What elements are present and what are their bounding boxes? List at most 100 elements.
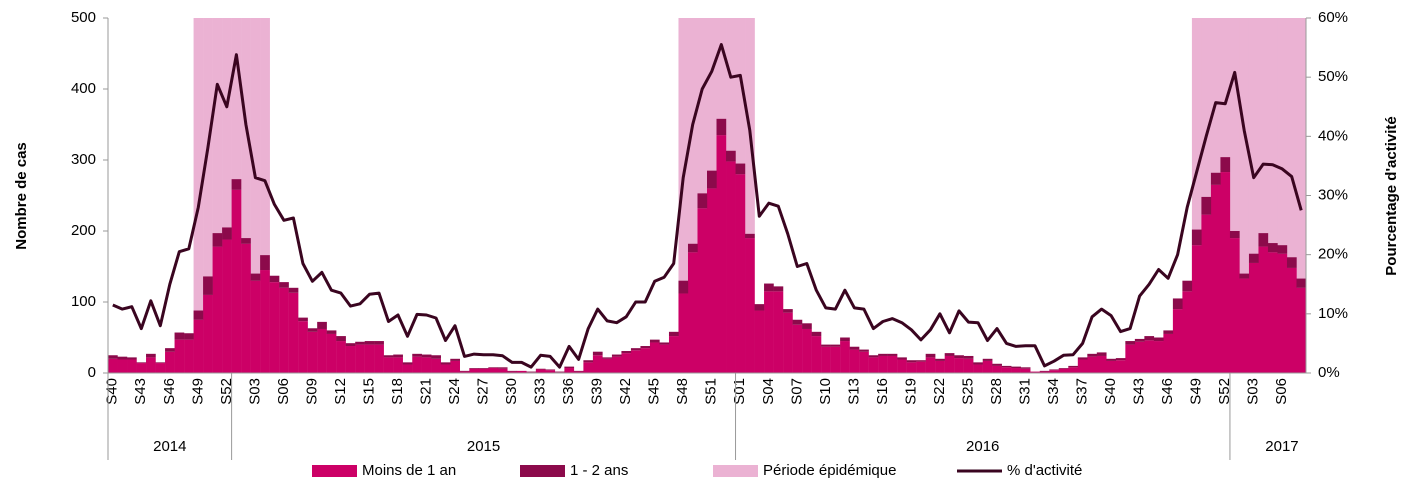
x-tick-label: S27 bbox=[475, 378, 492, 405]
bar-segment bbox=[393, 354, 403, 358]
bar-segment bbox=[1125, 344, 1136, 373]
bar-segment bbox=[1248, 262, 1259, 373]
bar-segment bbox=[944, 353, 955, 356]
bar-segment bbox=[497, 367, 508, 369]
bar-segment bbox=[383, 357, 394, 373]
bar-segment bbox=[1106, 358, 1117, 361]
y2-tick-label: 30% bbox=[1318, 186, 1348, 203]
x-tick-label: S30 bbox=[503, 378, 520, 405]
epidemic-band bbox=[1286, 18, 1297, 373]
x-tick-label: S40 bbox=[104, 378, 121, 405]
bar-segment bbox=[545, 370, 556, 373]
bar-segment bbox=[165, 348, 175, 352]
bar-segment bbox=[174, 332, 185, 340]
bar-segment bbox=[573, 370, 584, 372]
bar-segment bbox=[621, 353, 632, 373]
bar-segment bbox=[374, 341, 384, 345]
bar-segment bbox=[735, 163, 746, 175]
bar-segment bbox=[393, 357, 403, 373]
activity-line bbox=[112, 43, 1303, 369]
legend-label: % d'activité bbox=[1007, 462, 1082, 479]
bar-segment bbox=[317, 328, 327, 373]
x-tick-label: S33 bbox=[532, 378, 549, 405]
bar-segment bbox=[1144, 336, 1155, 341]
legend-label: Moins de 1 an bbox=[362, 462, 456, 479]
bar-segment bbox=[592, 351, 603, 356]
bar-segment bbox=[707, 188, 717, 373]
bar-segment bbox=[668, 336, 679, 373]
bar-segment bbox=[1182, 291, 1193, 373]
bar-segment bbox=[450, 358, 460, 361]
bar-segment bbox=[1011, 368, 1021, 373]
bar-segment bbox=[783, 312, 793, 373]
bar-segment bbox=[963, 355, 974, 359]
bar-segment bbox=[545, 369, 556, 371]
bar-segment bbox=[459, 371, 470, 373]
bar-segment bbox=[1001, 365, 1012, 368]
bar-segment bbox=[1286, 267, 1297, 373]
epidemic-band bbox=[1239, 18, 1250, 373]
bar-segment bbox=[412, 356, 422, 373]
bar-segment bbox=[260, 270, 270, 373]
bar-segment bbox=[802, 323, 812, 329]
y2-tick-label: 0% bbox=[1318, 364, 1340, 381]
bar-segment bbox=[1248, 253, 1259, 263]
bar-segment bbox=[412, 353, 422, 357]
bar-segment bbox=[716, 135, 727, 373]
bar-segment bbox=[925, 357, 936, 373]
bar-segment bbox=[906, 362, 917, 373]
x-tick-label: S09 bbox=[303, 378, 320, 405]
bar-segment bbox=[1134, 341, 1145, 373]
epidemic-band bbox=[1201, 18, 1212, 373]
bar-segment bbox=[421, 354, 432, 358]
legend-label: Période épidémique bbox=[763, 462, 896, 479]
x-tick-label: S52 bbox=[1216, 378, 1233, 405]
bar-segment bbox=[497, 368, 508, 373]
bar-segment bbox=[108, 358, 118, 373]
bar-segment bbox=[554, 371, 565, 373]
bar-segment bbox=[478, 368, 489, 369]
bar-segment bbox=[849, 349, 860, 373]
epidemic-band bbox=[250, 18, 261, 373]
bar-segment bbox=[1296, 278, 1307, 288]
y-tick-label: 0 bbox=[88, 364, 96, 381]
bar-segment bbox=[440, 364, 451, 373]
bar-segment bbox=[1125, 341, 1136, 345]
y-tick-label: 300 bbox=[71, 151, 96, 168]
bar-segment bbox=[1191, 229, 1202, 246]
epidemic-band bbox=[1267, 18, 1278, 373]
x-tick-label: S49 bbox=[1188, 378, 1205, 405]
bar-segment bbox=[659, 344, 670, 373]
bar-segment bbox=[307, 328, 318, 332]
bar-segment bbox=[1277, 253, 1288, 373]
bar-segment bbox=[488, 368, 499, 373]
bar-segment bbox=[745, 233, 755, 239]
bar-segment bbox=[868, 357, 879, 373]
bar-segment bbox=[878, 355, 888, 373]
bar-segment bbox=[668, 331, 679, 337]
x-tick-label: S03 bbox=[246, 378, 263, 405]
x-tick-label: S13 bbox=[845, 378, 862, 405]
bar-segment bbox=[431, 358, 441, 373]
bar-segment bbox=[1058, 368, 1069, 369]
x-tick-label: S07 bbox=[788, 378, 805, 405]
bar-segment bbox=[431, 355, 441, 359]
bar-segment bbox=[773, 291, 784, 373]
bar-segment bbox=[231, 189, 242, 373]
bar-segment bbox=[754, 304, 765, 311]
x-tick-label: S34 bbox=[1045, 378, 1062, 405]
bar-segment bbox=[726, 150, 736, 162]
bar-segment bbox=[1277, 245, 1288, 254]
bar-segment bbox=[954, 355, 964, 359]
y-tick-label: 500 bbox=[71, 9, 96, 26]
bar-segment bbox=[279, 287, 289, 373]
bar-segment bbox=[1049, 369, 1059, 371]
bar-segment bbox=[754, 310, 765, 373]
bar-segment bbox=[317, 321, 327, 329]
bar-segment bbox=[364, 344, 375, 373]
bar-segment bbox=[193, 319, 204, 373]
bar-segment bbox=[840, 337, 850, 342]
bar-segment bbox=[203, 276, 213, 295]
bar-segment bbox=[707, 170, 717, 189]
